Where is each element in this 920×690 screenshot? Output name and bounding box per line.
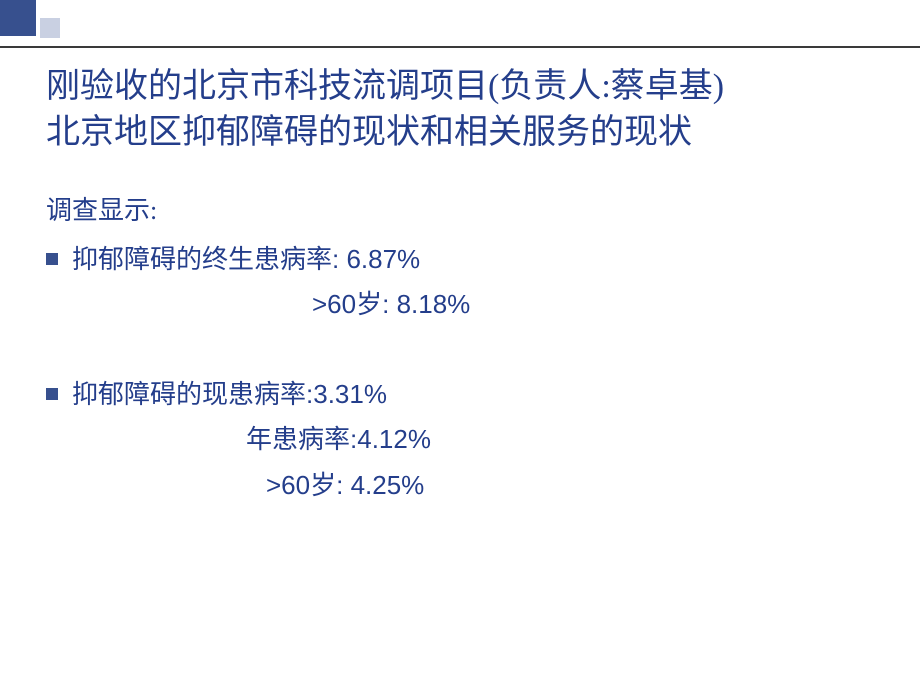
stat-value: 3.31%	[313, 379, 387, 409]
corner-decoration	[0, 0, 60, 38]
title-line-1: 刚验收的北京市科技流调项目(负责人:蔡卓基)	[46, 64, 876, 110]
stat-value: 6.87%	[346, 244, 420, 274]
subtitle: 调查显示:	[46, 190, 876, 227]
corner-square-small	[40, 18, 60, 38]
stat-value: 4.12%	[357, 424, 431, 454]
list-item: 抑郁障碍的终生患病率: 6.87%	[46, 237, 876, 283]
sub-line: 年患病率:4.12%	[46, 417, 876, 463]
horizontal-rule	[0, 46, 920, 48]
sub-line: >60岁: 4.25%	[46, 463, 876, 509]
stat-label: >60岁:	[266, 470, 351, 500]
stat-value: 4.25%	[351, 470, 425, 500]
stat-value: 8.18%	[397, 289, 471, 319]
list-item: 抑郁障碍的现患病率:3.31%	[46, 372, 876, 418]
spacer	[46, 328, 876, 372]
corner-square-large	[0, 0, 36, 36]
title-line-2: 北京地区抑郁障碍的现状和相关服务的现状	[46, 110, 876, 156]
stat-label: 抑郁障碍的终生患病率:	[72, 244, 346, 274]
bullet-icon	[46, 253, 58, 265]
stat-label: 年患病率:	[246, 424, 357, 454]
bullet-text: 抑郁障碍的终生患病率: 6.87%	[72, 237, 420, 283]
stat-label: 抑郁障碍的现患病率:	[72, 379, 313, 409]
stat-label: >60岁:	[312, 289, 397, 319]
sub-line: >60岁: 8.18%	[46, 282, 876, 328]
bullet-list: 抑郁障碍的终生患病率: 6.87% >60岁: 8.18% 抑郁障碍的现患病率:…	[46, 237, 876, 509]
bullet-text: 抑郁障碍的现患病率:3.31%	[72, 372, 387, 418]
slide-content: 刚验收的北京市科技流调项目(负责人:蔡卓基) 北京地区抑郁障碍的现状和相关服务的…	[46, 64, 876, 508]
bullet-icon	[46, 388, 58, 400]
